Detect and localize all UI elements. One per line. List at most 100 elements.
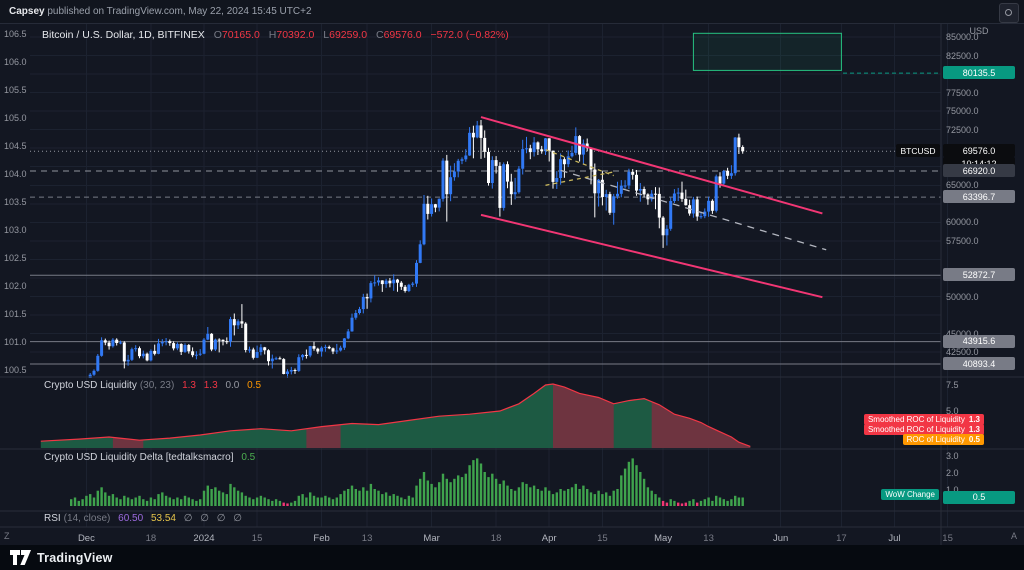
time-tick: Dec <box>77 533 95 544</box>
wow-change-label: WoW Change <box>881 489 939 500</box>
left-scale-tick: 103.5 <box>4 197 27 207</box>
left-scale-tick: 106.5 <box>4 29 27 39</box>
low-label: L <box>323 29 330 41</box>
trend-drawings <box>480 116 827 299</box>
left-scale-tick: 104.5 <box>4 141 27 151</box>
target-zone-box <box>692 32 842 71</box>
price-tick: 60000.0 <box>946 217 979 228</box>
indicator2-header[interactable]: Crypto USD Liquidity Delta [tedtalksmacr… <box>44 452 255 463</box>
change-value: −572.0 (−0.82%) <box>430 29 509 41</box>
indicator1-params: (30, 23) <box>139 380 175 391</box>
rsi-value: ∅ <box>183 513 193 524</box>
time-tick: 18 <box>145 533 157 544</box>
price-tick: 77500.0 <box>946 87 979 98</box>
indicator1-axis-tick: 5.0 <box>946 406 959 416</box>
left-scale-tick: 100.5 <box>4 365 27 375</box>
left-scale-tick: 103.0 <box>4 225 27 235</box>
price-level-badge: 66920.0 <box>943 164 1015 177</box>
high-value: 70392.0 <box>276 29 315 41</box>
smoothed-roc-label-1: Smoothed ROC of Liquidity 1.3 <box>863 414 984 425</box>
left-scale-tick: 105.0 <box>4 113 27 123</box>
left-scale-tick: 104.0 <box>4 169 27 179</box>
time-tick: Feb <box>313 533 330 544</box>
close-value: 69576.0 <box>383 29 422 41</box>
symbol-header: Bitcoin / U.S. Dollar, 1D, BITFINEX O701… <box>42 29 509 41</box>
indicator1-header[interactable]: Crypto USD Liquidity (30, 23) 1.3 1.3 0.0… <box>44 380 261 391</box>
low-value: 69259.0 <box>329 29 368 41</box>
indicator1-value: 0.0 <box>225 380 240 391</box>
pill-text: Smoothed ROC of Liquidity <box>867 425 965 434</box>
price-level-badge: 80135.5 <box>943 66 1015 80</box>
left-scale-tick: 105.5 <box>4 85 27 95</box>
indicator2-axis-tick: 3.0 <box>946 451 959 461</box>
time-tick: Jul <box>888 533 901 544</box>
price-tick: 75000.0 <box>946 106 979 117</box>
time-tick: 13 <box>361 533 373 544</box>
rsi-params: (14, close) <box>63 513 111 524</box>
time-tick: May <box>654 533 673 544</box>
symbol-price-tag: BTCUSD <box>896 144 940 158</box>
close-label: C <box>376 29 384 41</box>
pane-separators <box>0 24 1024 545</box>
rsi-value: ∅ <box>233 513 242 524</box>
price-tick: 72500.0 <box>946 124 979 135</box>
indicator1-value: 1.3 <box>182 380 196 391</box>
price-tick: 85000.0 <box>946 32 979 42</box>
time-tick: 2024 <box>193 533 215 544</box>
pill-text: ROC of Liquidity <box>906 435 965 444</box>
rsi-header[interactable]: RSI (14, close) 60.50 53.54 ∅ ∅ ∅ ∅ <box>44 513 242 524</box>
pill-value: 1.3 <box>968 415 980 424</box>
liquidity-delta-bars <box>70 458 744 506</box>
timezone-button[interactable]: Z <box>4 531 10 541</box>
left-scale-tick: 106.0 <box>4 57 27 67</box>
time-tick: 13 <box>703 533 714 544</box>
indicator1-value: 1.3 <box>203 380 218 391</box>
wow-value-badge: 0.5 <box>943 490 1015 504</box>
time-tick: 15 <box>597 533 608 544</box>
price-level-badge: 52872.7 <box>943 268 1015 282</box>
price-tick: 57500.0 <box>946 235 979 246</box>
tradingview-logo-icon <box>10 550 31 565</box>
indicator2-axis-tick: 1.0 <box>946 485 959 495</box>
price-tick: 45000.0 <box>946 328 979 339</box>
smoothed-roc-label-2: Smoothed ROC of Liquidity 1.3 <box>863 424 984 435</box>
indicator1-name: Crypto USD Liquidity <box>44 380 137 391</box>
left-scale-tick: 102.5 <box>4 253 27 263</box>
symbol-title[interactable]: Bitcoin / U.S. Dollar, 1D, BITFINEX <box>42 29 205 41</box>
price-level-badge: 63396.7 <box>943 190 1015 204</box>
price-tick: 65000.0 <box>946 180 979 191</box>
price-level-badge: 40893.4 <box>943 357 1015 370</box>
pill-value: 0.5 <box>968 435 980 444</box>
tradingview-brand[interactable]: TradingView <box>37 550 113 565</box>
time-tick: Mar <box>423 533 440 544</box>
time-tick: 17 <box>836 533 847 544</box>
price-tick: 42500.0 <box>946 347 979 357</box>
price-level-badge: 43915.6 <box>943 334 1015 348</box>
pill-value: 1.3 <box>968 425 980 434</box>
time-tick: Jun <box>773 533 789 544</box>
left-scale-tick: 102.0 <box>4 281 27 291</box>
rsi-value: 53.54 <box>150 513 176 524</box>
indicator2-value: 0.5 <box>241 452 256 463</box>
indicator1-axis-tick: 7.5 <box>946 380 959 390</box>
rsi-value: ∅ <box>200 513 209 524</box>
camera-icon[interactable] <box>999 3 1019 23</box>
roc-label: ROC of Liquidity 0.5 <box>902 434 984 445</box>
price-tick: 82500.0 <box>946 50 979 61</box>
left-scale-tick: 101.0 <box>4 337 27 347</box>
publish-info: published on TradingView.com, May 22, 20… <box>44 6 312 17</box>
indicator2-axis-tick: 2.0 <box>946 468 959 478</box>
auto-scale-button[interactable]: A <box>1011 531 1018 541</box>
rsi-name: RSI <box>44 513 61 524</box>
axis-unit-label: USD <box>969 26 989 36</box>
publisher-name: Capsey <box>9 6 45 17</box>
left-scale-tick: 101.5 <box>4 309 27 319</box>
footer-bar: TradingView <box>0 545 1024 570</box>
price-tick: 50000.0 <box>946 291 979 302</box>
open-label: O <box>213 29 222 41</box>
rsi-value: 60.50 <box>118 513 144 524</box>
time-tick: Apr <box>541 533 557 544</box>
high-label: H <box>268 29 277 41</box>
